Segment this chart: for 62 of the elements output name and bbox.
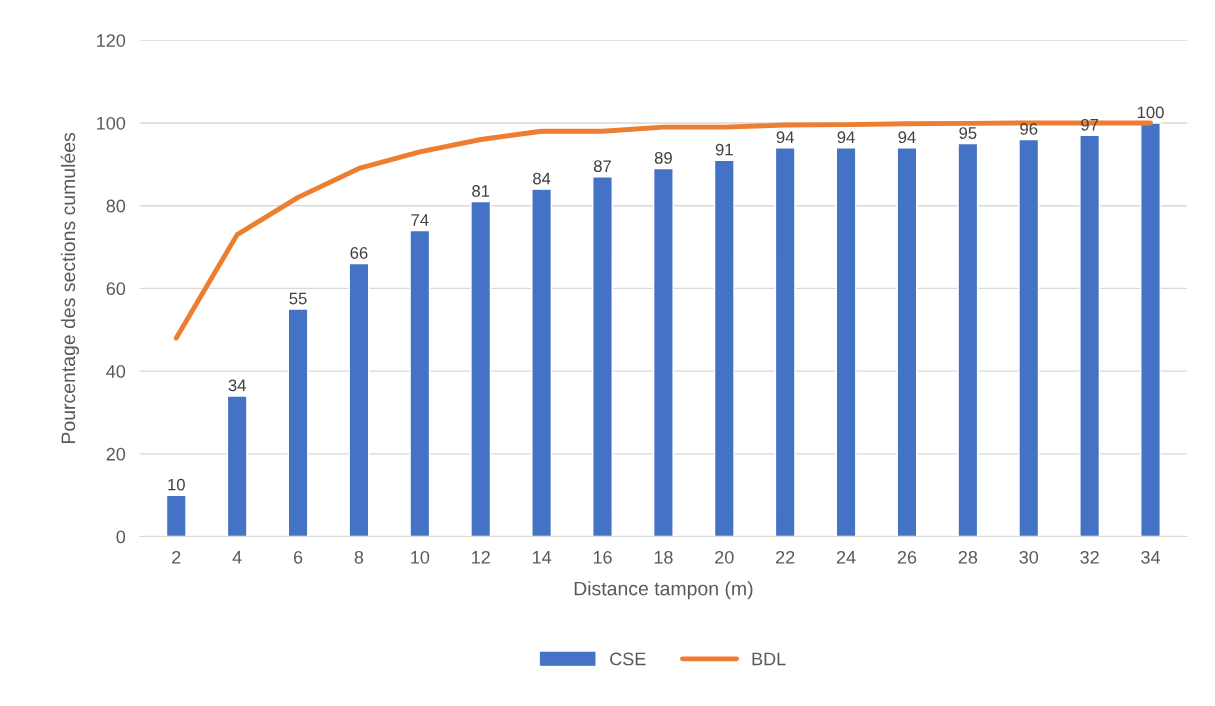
x-tick-label: 22 bbox=[776, 550, 795, 564]
x-tick-label: 20 bbox=[715, 550, 734, 564]
bar bbox=[1079, 134, 1101, 537]
legend-label: CSE bbox=[610, 652, 646, 666]
data-label: 94 bbox=[776, 131, 794, 144]
data-label: 66 bbox=[350, 247, 368, 259]
data-label: 89 bbox=[654, 151, 672, 164]
bar bbox=[287, 308, 309, 537]
data-label: 94 bbox=[898, 131, 916, 144]
y-tick-label: 60 bbox=[106, 282, 126, 296]
legend-label: BDL bbox=[752, 652, 786, 666]
bar bbox=[226, 395, 248, 537]
x-tick-label: 16 bbox=[593, 550, 612, 564]
x-tick-label: 10 bbox=[411, 550, 430, 564]
data-label: 91 bbox=[715, 143, 733, 156]
x-tick-label: 6 bbox=[293, 550, 303, 564]
bar bbox=[713, 159, 735, 537]
x-tick-label: 24 bbox=[836, 550, 856, 564]
data-label: 95 bbox=[959, 127, 977, 139]
data-label: 74 bbox=[411, 214, 429, 226]
x-tick-label: 2 bbox=[172, 550, 181, 564]
bar bbox=[835, 147, 857, 537]
x-tick-label: 4 bbox=[232, 551, 242, 564]
bar bbox=[774, 147, 796, 537]
data-label: 81 bbox=[472, 185, 490, 197]
x-tick-label: 12 bbox=[472, 550, 490, 564]
data-label: 96 bbox=[1020, 123, 1038, 135]
bar bbox=[957, 142, 979, 537]
x-axis-title: Distance tampon (m) bbox=[574, 581, 753, 600]
x-tick-label: 32 bbox=[1080, 550, 1099, 564]
x-tick-label: 28 bbox=[958, 550, 978, 564]
bar bbox=[592, 176, 613, 537]
bar bbox=[409, 229, 431, 537]
data-label: 55 bbox=[289, 292, 307, 305]
bar bbox=[652, 167, 674, 537]
x-tick-label: 26 bbox=[897, 550, 917, 564]
y-axis-title: Pourcentage des sections cumulées bbox=[60, 132, 80, 443]
bar bbox=[348, 262, 370, 537]
data-label: 34 bbox=[228, 379, 246, 392]
y-tick-label: 80 bbox=[106, 199, 126, 213]
x-tick-label: 14 bbox=[532, 551, 552, 564]
data-label: 94 bbox=[837, 131, 855, 144]
y-tick-label: 0 bbox=[116, 530, 126, 544]
line-series bbox=[173, 120, 1153, 341]
bar bbox=[1140, 122, 1161, 537]
data-label: 10 bbox=[168, 478, 185, 491]
x-tick-label: 18 bbox=[654, 550, 673, 564]
y-tick-label: 120 bbox=[97, 34, 126, 47]
bar bbox=[470, 200, 492, 537]
y-tick-label: 20 bbox=[106, 447, 126, 461]
data-label: 84 bbox=[533, 172, 551, 185]
data-label: 87 bbox=[593, 160, 611, 173]
bar bbox=[1018, 138, 1040, 537]
bar bbox=[531, 188, 553, 537]
y-tick-label: 40 bbox=[106, 365, 126, 378]
x-tick-label: 8 bbox=[354, 550, 364, 564]
bar bbox=[896, 147, 918, 537]
x-tick-label: 30 bbox=[1019, 550, 1039, 564]
x-tick-label: 34 bbox=[1141, 550, 1161, 564]
bar bbox=[165, 494, 187, 537]
y-tick-label: 100 bbox=[97, 116, 126, 130]
data-label: 100 bbox=[1137, 106, 1164, 119]
